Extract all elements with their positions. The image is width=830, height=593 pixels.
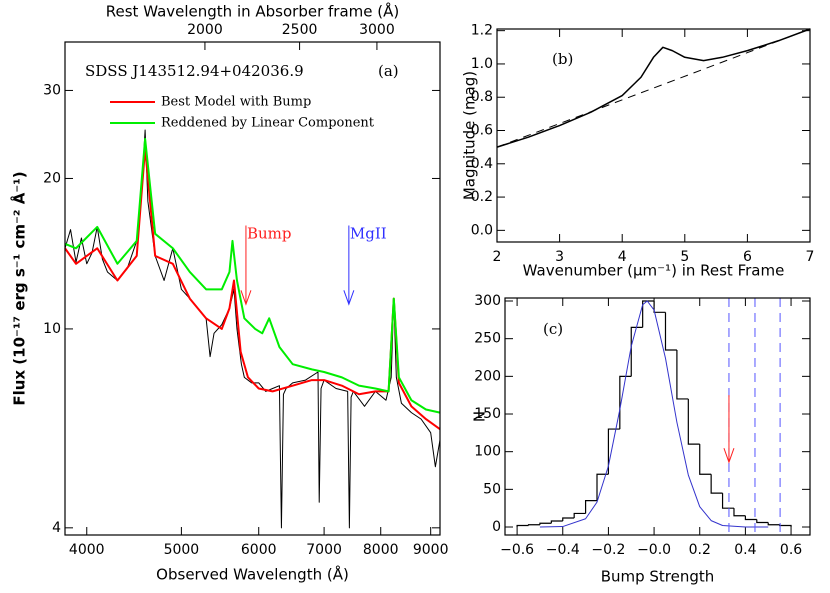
y-tick-label: 300 — [474, 293, 501, 309]
histogram-bar — [779, 524, 792, 528]
y-axis-label: Flux (10⁻¹⁷ erg s⁻¹ cm⁻² Å⁻¹) — [10, 171, 29, 405]
x-tick-label: 9000 — [413, 542, 449, 558]
arrow-label: Bump — [247, 225, 292, 243]
x-tick-label: 0.6 — [780, 542, 802, 558]
y-tick-label: 250 — [474, 331, 501, 347]
histogram-bar — [573, 512, 586, 518]
x-tick-label: −0.0 — [637, 542, 671, 558]
histogram-bar — [550, 520, 563, 524]
y-tick-label: 1.2 — [471, 23, 493, 39]
histogram-bar — [630, 326, 643, 377]
histogram-bar — [767, 522, 780, 526]
series-line — [64, 147, 441, 431]
panel-label: (a) — [378, 62, 399, 80]
x-tick-label: 5000 — [164, 542, 200, 558]
panel-title: SDSS J143512.94+042036.9 — [85, 62, 304, 80]
y-tick-label: 1.0 — [471, 56, 493, 72]
histogram-bar — [539, 522, 552, 525]
legend-label: Best Model with Bump — [161, 95, 311, 110]
x2-axis-label: Rest Wavelength in Absorber frame (Å) — [106, 2, 399, 21]
y-tick-label: 0.6 — [471, 123, 493, 139]
histogram-bar — [676, 349, 689, 400]
x-tick-label: −0.4 — [546, 542, 580, 558]
histogram-bar — [653, 301, 666, 313]
series-line — [496, 28, 811, 148]
x-tick-label: 3 — [555, 249, 564, 265]
histogram-bar — [562, 517, 575, 521]
y-tick-label: 20 — [43, 170, 61, 186]
x2-tick-label: 2500 — [282, 22, 318, 38]
x-axis-label: Observed Wavelength (Å) — [156, 565, 349, 584]
histogram-bar — [584, 500, 598, 514]
series-line — [64, 137, 441, 414]
arrow — [240, 225, 252, 306]
y-tick-label: 30 — [43, 82, 61, 98]
histogram-bar — [664, 312, 677, 351]
y-axis-label: N — [471, 411, 489, 422]
y-tick-label: 150 — [474, 406, 501, 422]
y-tick-label: 50 — [483, 481, 501, 497]
panel-label: (b) — [552, 50, 573, 68]
histogram-bar — [756, 519, 769, 524]
x-tick-label: 0.2 — [689, 542, 711, 558]
y-tick-label: 0.4 — [471, 156, 493, 172]
histogram-bar — [744, 515, 757, 521]
y-tick-label: 10 — [43, 321, 61, 337]
y-tick-label: 4 — [52, 520, 61, 536]
x-tick-label: 4 — [618, 249, 627, 265]
plot-frame — [496, 28, 811, 243]
histogram-bar — [721, 493, 734, 509]
series-line — [64, 129, 441, 529]
x-tick-label: 6000 — [241, 542, 277, 558]
y-axis-label: Magnitude (mag) — [461, 71, 479, 200]
x-tick-label: 4000 — [69, 542, 105, 558]
plot-frame — [64, 41, 441, 536]
arrow — [723, 395, 735, 464]
histogram-bar — [527, 524, 540, 526]
x2-tick-label: 3000 — [359, 22, 395, 38]
y-tick-label: 200 — [474, 368, 501, 384]
histogram-bar — [699, 444, 712, 475]
y-tick-label: 0.0 — [471, 222, 493, 238]
x2-tick-label: 2000 — [187, 22, 223, 38]
series-line — [496, 28, 811, 148]
x-tick-label: 2 — [493, 249, 502, 265]
histogram-bar — [596, 473, 609, 501]
x-tick-label: 0.4 — [734, 542, 756, 558]
histogram-bar — [642, 300, 655, 328]
x-tick-label: 5 — [680, 249, 689, 265]
series-line — [539, 300, 769, 528]
plot-frame — [504, 297, 811, 536]
histogram-bar — [687, 398, 700, 445]
x-tick-label: 7000 — [306, 542, 342, 558]
arrow-label: MgII — [350, 225, 387, 243]
panel-label: (c) — [543, 320, 563, 338]
x-tick-label: −0.2 — [591, 542, 625, 558]
histogram-bar — [733, 508, 746, 517]
y-tick-label: 0.2 — [471, 189, 493, 205]
histogram-bar — [710, 474, 723, 494]
histogram-bar — [516, 524, 529, 528]
x-tick-label: 6 — [743, 249, 752, 265]
legend-label: Reddened by Linear Component — [161, 116, 375, 131]
x-tick-label: 7 — [806, 249, 815, 265]
x-axis-label: Bump Strength — [601, 568, 715, 586]
y-tick-label: 0.8 — [471, 89, 493, 105]
y-tick-label: 0 — [492, 519, 501, 535]
x-axis-label: Wavenumber (μm⁻¹) in Rest Frame — [523, 262, 785, 280]
y-tick-label: 100 — [474, 444, 501, 460]
x-tick-label: −0.6 — [500, 542, 534, 558]
arrow — [343, 225, 355, 306]
x-tick-label: 8000 — [363, 542, 399, 558]
